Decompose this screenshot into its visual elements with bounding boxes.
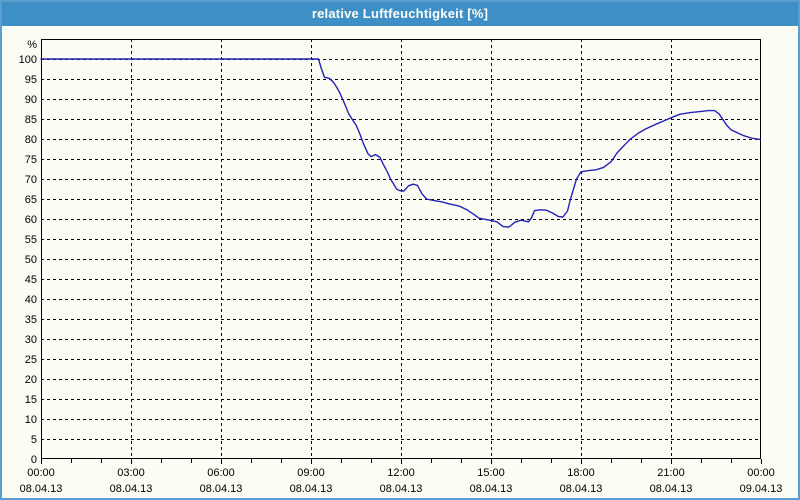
y-axis-unit-label: % (27, 39, 37, 51)
x-tick-time-label: 21:00 (657, 467, 685, 479)
x-tick-date-label: 08.04.13 (560, 483, 603, 495)
y-tick-label: 25 (25, 354, 37, 366)
y-tick-label: 15 (25, 394, 37, 406)
y-tick-label: 45 (25, 274, 37, 286)
y-tick-label: 60 (25, 214, 37, 226)
x-tick-date-label: 09.04.13 (740, 483, 783, 495)
y-tick-label: 5 (31, 434, 37, 446)
y-tick-label: 95 (25, 74, 37, 86)
y-tick-label: 20 (25, 374, 37, 386)
x-tick-date-label: 08.04.13 (290, 483, 333, 495)
y-tick-label: 50 (25, 254, 37, 266)
y-tick-label: 10 (25, 414, 37, 426)
chart-title: relative Luftfeuchtigkeit [%] (311, 6, 489, 21)
y-tick-label: 80 (25, 134, 37, 146)
y-tick-label: 85 (25, 114, 37, 126)
x-tick-date-label: 08.04.13 (200, 483, 243, 495)
humidity-series-line (40, 58, 761, 228)
y-tick-label: 70 (25, 174, 37, 186)
x-tick-time-label: 00:00 (27, 467, 55, 479)
y-tick-label: 75 (25, 154, 37, 166)
x-tick-time-label: 09:00 (297, 467, 325, 479)
x-tick-time-label: 15:00 (477, 467, 505, 479)
x-tick-time-label: 12:00 (387, 467, 415, 479)
x-tick-time-label: 06:00 (207, 467, 235, 479)
x-tick-time-label: 00:00 (747, 467, 775, 479)
x-tick-date-label: 08.04.13 (20, 483, 63, 495)
y-tick-label: 0 (31, 454, 37, 466)
y-tick-label: 90 (25, 94, 37, 106)
humidity-line-chart: 0 5 10 15 20 25 30 35 40 45 50 55 60 65 70 75 80 85 90 95 10… (19, 39, 783, 495)
x-tick-date-label: 08.04.13 (650, 483, 693, 495)
y-tick-label: 35 (25, 314, 37, 326)
plot-border (41, 39, 761, 459)
x-tick-time-label: 03:00 (117, 467, 145, 479)
y-tick-label: 100 (19, 54, 37, 66)
x-tick-date-label: 08.04.13 (110, 483, 153, 495)
x-tick-date-label: 08.04.13 (380, 483, 423, 495)
chart-area: 0 5 10 15 20 25 30 35 40 45 50 55 60 65 70 75 80 85 90 95 10… (2, 27, 798, 498)
y-tick-label: 65 (25, 194, 37, 206)
y-tick-label: 40 (25, 294, 37, 306)
y-tick-label: 30 (25, 334, 37, 346)
y-tick-label: 55 (25, 234, 37, 246)
x-tick-time-label: 18:00 (567, 467, 595, 479)
title-bar: relative Luftfeuchtigkeit [%] (2, 2, 798, 26)
x-tick-date-label: 08.04.13 (470, 483, 513, 495)
